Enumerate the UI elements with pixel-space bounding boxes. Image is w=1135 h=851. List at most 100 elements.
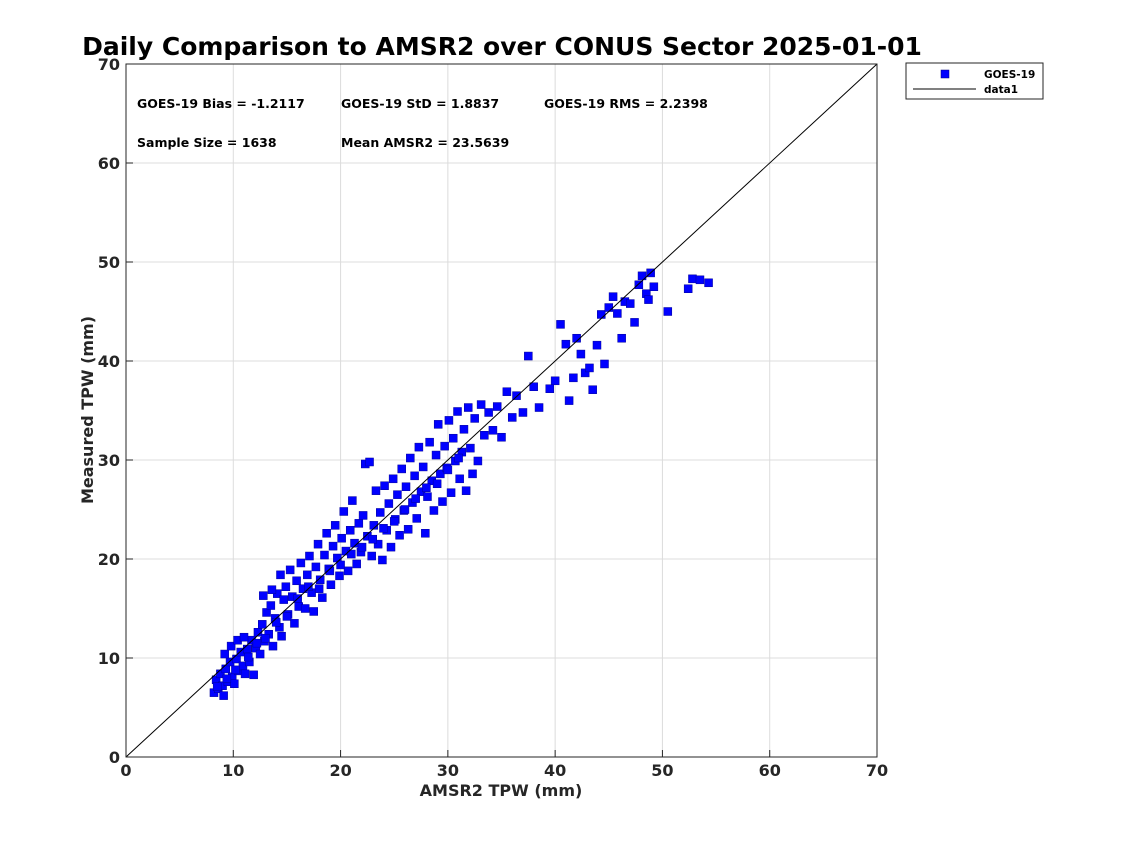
scatter-point (262, 608, 271, 617)
scatter-point (534, 403, 544, 412)
scatter-point (463, 403, 473, 412)
scatter-point (695, 275, 705, 285)
y-tick-label: 10 (98, 649, 120, 668)
scatter-point (277, 631, 286, 641)
y-tick-label: 60 (98, 154, 120, 173)
x-tick-label: 70 (866, 761, 888, 780)
scatter-point (617, 333, 626, 343)
scatter-point (271, 618, 281, 627)
scatter-point (545, 384, 555, 393)
scatter-point (343, 566, 353, 576)
scatter-point (311, 562, 321, 572)
y-axis-ticks: 0 10 20 30 40 50 60 70 (98, 55, 133, 767)
scatter-point (393, 490, 402, 499)
stat-sample-size: Sample Size = 1638 (137, 135, 277, 150)
scatter-point (518, 408, 528, 417)
scatter-point (561, 339, 571, 349)
scatter-point (597, 310, 606, 319)
scatter-point (454, 453, 463, 463)
scatter-point (569, 373, 578, 383)
scatter-point (556, 320, 565, 329)
scatter-point (330, 521, 340, 530)
scatter-point (414, 442, 424, 452)
scatter-point (212, 682, 222, 691)
scatter-point (432, 479, 442, 489)
scatter-point (266, 601, 276, 610)
x-tick-label: 10 (222, 761, 244, 780)
scatter-point (290, 619, 299, 628)
scatter-point (358, 511, 368, 520)
scatter-point (459, 425, 469, 434)
scatter-point (580, 368, 590, 378)
scatter-point (634, 280, 644, 290)
scatter-point (292, 576, 301, 586)
scatter-point (388, 474, 398, 484)
scatter-point (423, 492, 432, 501)
scatter-point (406, 453, 415, 463)
scatter-point (410, 471, 419, 481)
scatter-point (279, 595, 288, 604)
x-axis-ticks: 0 10 20 30 40 50 60 70 (120, 750, 888, 780)
scatter-point (281, 582, 291, 591)
x-tick-label: 50 (651, 761, 673, 780)
scatter-point (461, 486, 471, 495)
scatter-point (305, 551, 314, 561)
scatter-point (219, 691, 228, 700)
scatter-point (484, 408, 493, 417)
scatter-point (222, 674, 232, 684)
scatter-point (397, 464, 406, 474)
scatter-point (276, 570, 285, 580)
scatter-point (239, 632, 249, 642)
scatter-point (395, 530, 404, 540)
scatter-point (683, 284, 693, 293)
scatter-point (352, 559, 361, 569)
scatter-point (604, 303, 614, 312)
legend-box (905, 62, 1044, 100)
scatter-point (315, 575, 325, 585)
scatter-point (345, 526, 355, 535)
scatter-point (337, 533, 346, 543)
scatter-point (480, 431, 489, 440)
scatter-point (400, 505, 410, 514)
scatter-point (365, 457, 374, 467)
scatter-point (468, 469, 477, 479)
scatter-point (322, 529, 331, 538)
scatter-point (226, 641, 236, 651)
scatter-point (240, 669, 250, 679)
scatter-point (592, 340, 602, 350)
y-tick-label: 50 (98, 253, 120, 272)
y-tick-label: 30 (98, 451, 120, 470)
scatter-point (440, 441, 449, 451)
scatter-point (231, 665, 240, 675)
scatter-point (261, 633, 270, 643)
scatter-point (368, 534, 378, 544)
legend-marker-goes19 (940, 69, 950, 79)
scatter-point (488, 426, 498, 435)
scatter-point (253, 628, 263, 637)
scatter-point (379, 524, 388, 533)
scatter-point (438, 497, 447, 506)
legend-label-goes19: GOES-19 (984, 69, 1035, 81)
scatter-point (369, 521, 379, 530)
scatter-point (564, 396, 574, 405)
scatter-point (252, 638, 262, 648)
scatter-point (507, 413, 517, 422)
scatter-point (512, 391, 521, 400)
scatter-point (328, 541, 338, 551)
scatter-point (336, 560, 345, 570)
y-tick-label: 0 (109, 748, 120, 767)
scatter-point (433, 420, 443, 429)
y-tick-label: 40 (98, 352, 120, 371)
scatter-point (418, 462, 428, 472)
scatter-point (600, 359, 609, 369)
scatter-point (242, 644, 252, 654)
stat-mean: Mean AMSR2 = 23.5639 (341, 135, 509, 150)
scatter-point (268, 641, 278, 651)
scatter-point (314, 584, 324, 593)
scatter-point (446, 488, 456, 497)
scatter-point (630, 318, 639, 327)
scatter-point (282, 612, 292, 621)
scatter-point (429, 506, 439, 515)
scatter-point (309, 607, 318, 616)
scatter-point (448, 433, 458, 443)
